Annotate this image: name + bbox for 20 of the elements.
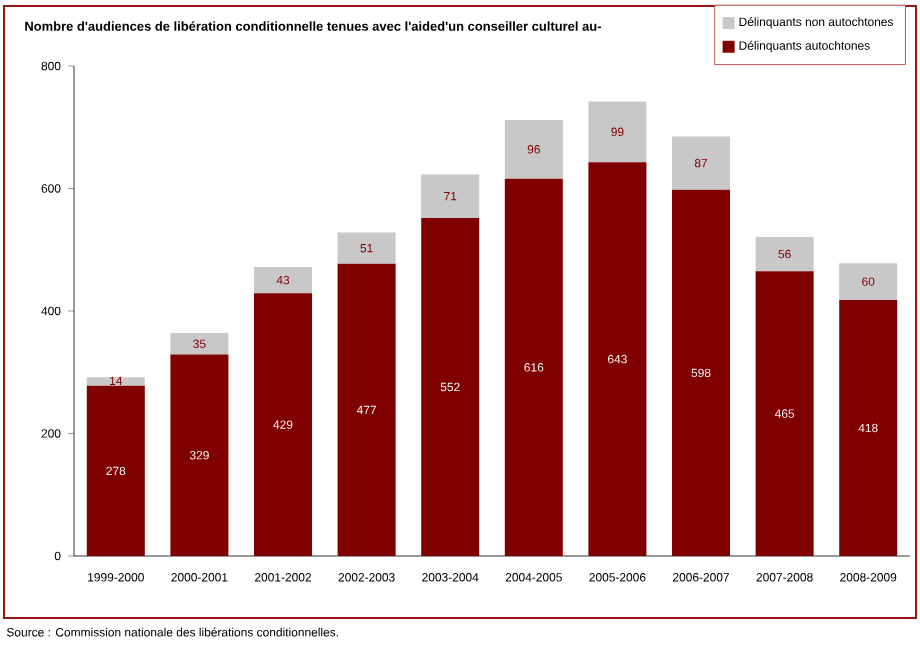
- bar: [672, 136, 731, 190]
- bar: [504, 119, 563, 179]
- bar: [504, 178, 563, 556]
- bar: [337, 263, 396, 556]
- bar: [672, 189, 731, 556]
- bar: [86, 385, 145, 556]
- bar: [170, 354, 229, 556]
- bar: [86, 377, 145, 386]
- bar: [254, 293, 313, 556]
- bar: [170, 333, 229, 355]
- bar: [337, 232, 396, 264]
- bar: [421, 217, 480, 556]
- bar: [839, 263, 898, 300]
- bar: [755, 271, 814, 556]
- bar: [588, 162, 647, 556]
- bar: [421, 174, 480, 218]
- bar: [839, 299, 898, 556]
- bar: [588, 101, 647, 163]
- bar: [254, 266, 313, 294]
- bar: [755, 236, 814, 272]
